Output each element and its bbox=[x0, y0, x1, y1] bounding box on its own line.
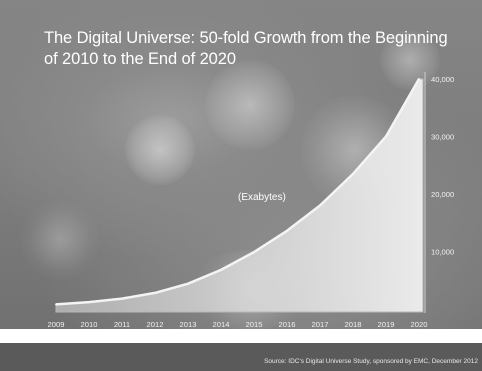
x-tick-label: 2016 bbox=[279, 320, 296, 329]
x-tick-label: 2019 bbox=[378, 320, 395, 329]
footer-bar bbox=[0, 343, 482, 371]
data-point-2013 bbox=[187, 282, 189, 285]
unit-annotation: (Exabytes) bbox=[238, 192, 286, 203]
data-point-2015 bbox=[253, 251, 255, 254]
data-point-2020 bbox=[418, 78, 420, 80]
x-tick-label: 2017 bbox=[312, 320, 329, 329]
divider-strip bbox=[0, 329, 482, 343]
x-tick-label: 2010 bbox=[81, 320, 98, 329]
data-point-2016 bbox=[286, 229, 288, 232]
data-point-2018 bbox=[352, 172, 354, 175]
y-axis: 10,000 20,000 30,000 40,000 bbox=[424, 72, 454, 313]
x-tick-label: 2015 bbox=[246, 320, 263, 329]
y-tick-label: 40,000 bbox=[431, 75, 454, 84]
x-axis: 2009 2010 2011 2012 2013 2014 2015 2016 2017 2018… bbox=[48, 320, 428, 329]
y-tick-label: 10,000 bbox=[431, 248, 454, 257]
x-tick-label: 2014 bbox=[213, 320, 230, 329]
x-tick-label: 2009 bbox=[48, 320, 65, 329]
data-point-2010 bbox=[88, 301, 90, 304]
y-tick-label: 20,000 bbox=[431, 190, 454, 199]
growth-line bbox=[55, 78, 421, 306]
data-point-2019 bbox=[385, 135, 387, 138]
data-point-2011 bbox=[121, 297, 123, 300]
series-layer bbox=[55, 78, 424, 313]
data-point-2017 bbox=[319, 204, 321, 207]
chart-title: The Digital Universe: 50-fold Growth fro… bbox=[44, 29, 448, 68]
x-tick-label: 2012 bbox=[147, 320, 164, 329]
x-tick-label: 2013 bbox=[180, 320, 197, 329]
data-point-2009 bbox=[55, 303, 57, 306]
data-point-2014 bbox=[220, 268, 222, 271]
x-tick-label: 2011 bbox=[114, 320, 130, 329]
source-note: Source: IDC's Digital Universe Study, sp… bbox=[264, 358, 478, 365]
x-tick-label: 2018 bbox=[345, 320, 362, 329]
x-tick-label: 2020 bbox=[411, 320, 428, 329]
y-tick-label: 30,000 bbox=[431, 133, 454, 142]
data-point-2012 bbox=[154, 291, 156, 294]
